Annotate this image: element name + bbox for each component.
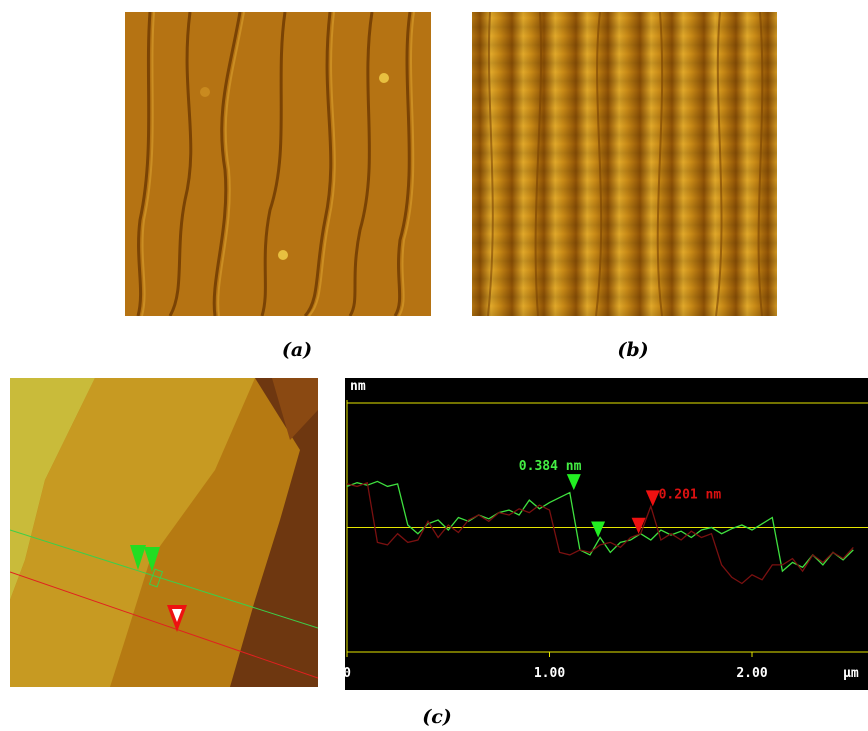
x-tick-label: 1.00	[534, 666, 565, 681]
afm-image-c	[10, 378, 318, 687]
y-axis-label: nm	[350, 379, 366, 394]
caption: (c)	[422, 706, 452, 728]
x-axis-label: µm	[843, 666, 859, 681]
profile-annotation: 0.201 nm	[659, 488, 722, 503]
profile-annotation: 0.384 nm	[519, 459, 582, 474]
x-tick-label: 2.00	[736, 666, 767, 681]
afm-image-a	[125, 12, 431, 316]
caption: (b)	[617, 339, 648, 361]
page: {"captions": ["(a)", "(b)", "(c)"], "cha…	[0, 0, 868, 731]
afm-image-b	[472, 12, 777, 316]
chart-background	[345, 378, 868, 690]
y-tick-label: 1.00	[330, 387, 345, 418]
caption: (a)	[282, 339, 312, 361]
y-tick-label: 0	[330, 523, 345, 531]
x-tick-label: 0	[343, 666, 351, 681]
figure: -1.0001.00nm01.002.00µm0.384 nm0.201 nm …	[0, 0, 868, 731]
